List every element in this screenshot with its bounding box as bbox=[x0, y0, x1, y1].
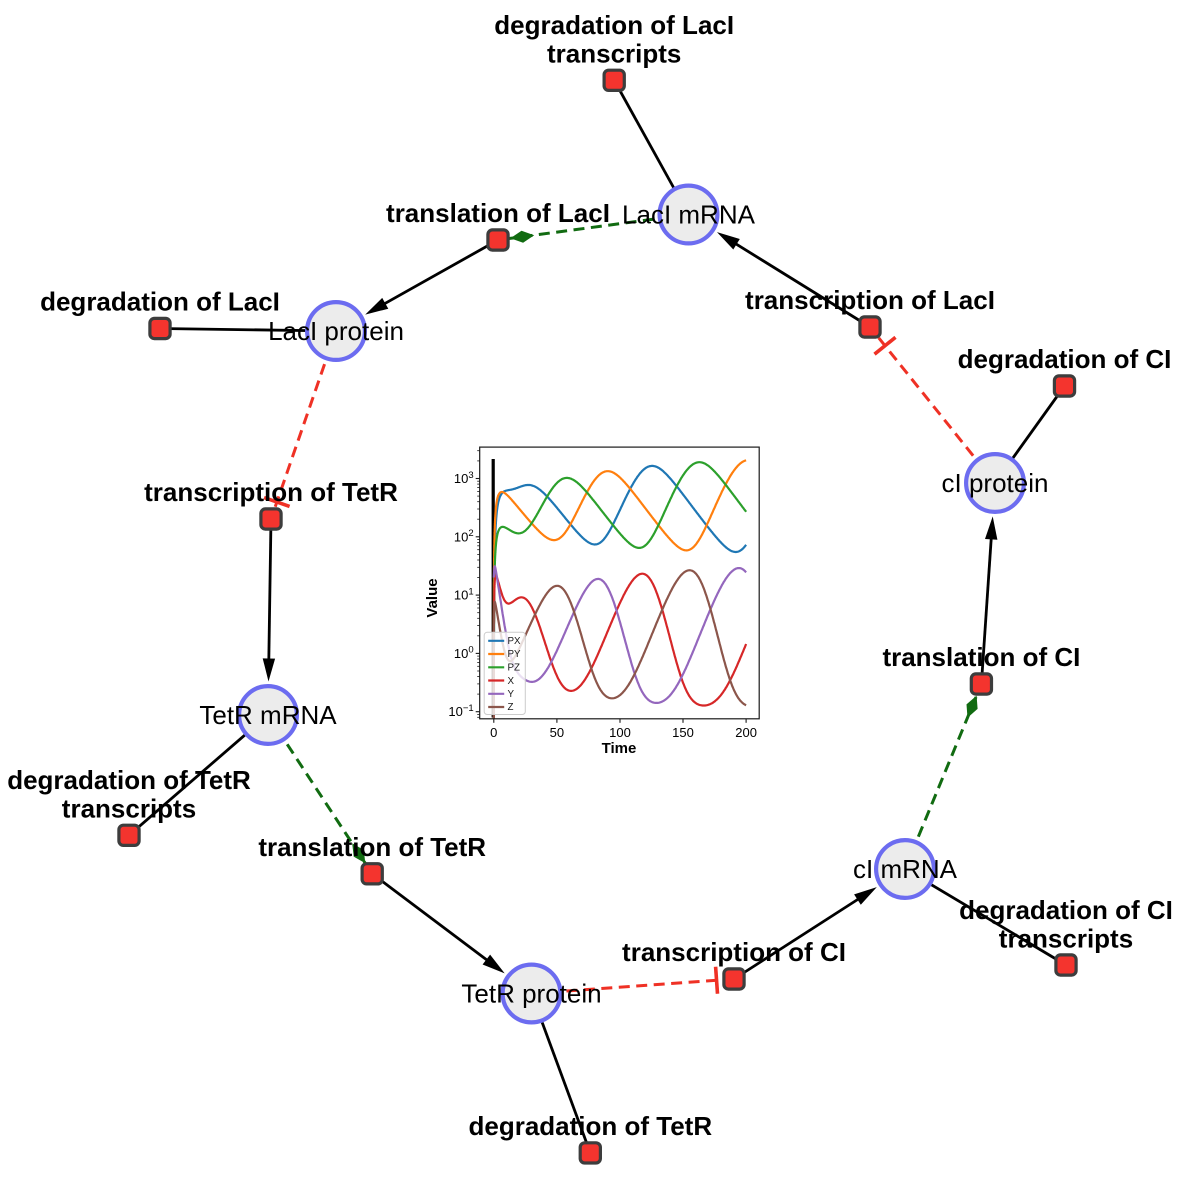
svg-text:degradation of LacI: degradation of LacI bbox=[40, 287, 280, 317]
svg-text:LacI mRNA: LacI mRNA bbox=[622, 200, 756, 230]
svg-text:TetR protein: TetR protein bbox=[461, 979, 601, 1009]
svg-text:50: 50 bbox=[550, 725, 564, 740]
svg-text:100: 100 bbox=[454, 645, 474, 661]
svg-text:Time: Time bbox=[602, 740, 637, 757]
svg-text:translation of CI: translation of CI bbox=[882, 642, 1080, 672]
svg-text:Z: Z bbox=[508, 702, 514, 713]
svg-text:TetR mRNA: TetR mRNA bbox=[199, 700, 337, 730]
svg-text:cI protein: cI protein bbox=[942, 468, 1049, 498]
svg-text:translation of LacI: translation of LacI bbox=[386, 198, 610, 228]
svg-text:Value: Value bbox=[424, 578, 441, 617]
svg-text:transcripts: transcripts bbox=[999, 923, 1133, 953]
svg-text:degradation of TetR: degradation of TetR bbox=[7, 765, 251, 795]
svg-text:cI mRNA: cI mRNA bbox=[853, 854, 958, 884]
svg-text:Y: Y bbox=[508, 689, 515, 700]
svg-text:degradation of CI: degradation of CI bbox=[958, 344, 1172, 374]
svg-text:150: 150 bbox=[672, 725, 694, 740]
svg-text:101: 101 bbox=[454, 586, 474, 602]
svg-text:PZ: PZ bbox=[508, 663, 521, 674]
svg-text:PY: PY bbox=[508, 649, 522, 660]
svg-text:transcripts: transcripts bbox=[62, 794, 196, 824]
svg-text:transcription of CI: transcription of CI bbox=[622, 937, 846, 967]
svg-text:10−1: 10−1 bbox=[448, 703, 473, 719]
svg-text:0: 0 bbox=[490, 725, 497, 740]
svg-text:transcription of TetR: transcription of TetR bbox=[144, 477, 398, 507]
svg-text:103: 103 bbox=[454, 470, 474, 486]
svg-text:degradation of LacI: degradation of LacI bbox=[494, 10, 734, 40]
svg-text:PX: PX bbox=[508, 636, 522, 647]
svg-text:translation of TetR: translation of TetR bbox=[258, 832, 486, 862]
svg-text:degradation of CI: degradation of CI bbox=[959, 895, 1173, 925]
svg-text:transcription of LacI: transcription of LacI bbox=[745, 285, 995, 315]
svg-text:200: 200 bbox=[735, 725, 757, 740]
svg-text:102: 102 bbox=[454, 528, 474, 544]
svg-text:transcripts: transcripts bbox=[547, 39, 681, 69]
svg-text:100: 100 bbox=[609, 725, 631, 740]
svg-text:LacI protein: LacI protein bbox=[268, 316, 404, 346]
svg-text:degradation of TetR: degradation of TetR bbox=[468, 1111, 712, 1141]
svg-text:X: X bbox=[508, 676, 515, 687]
